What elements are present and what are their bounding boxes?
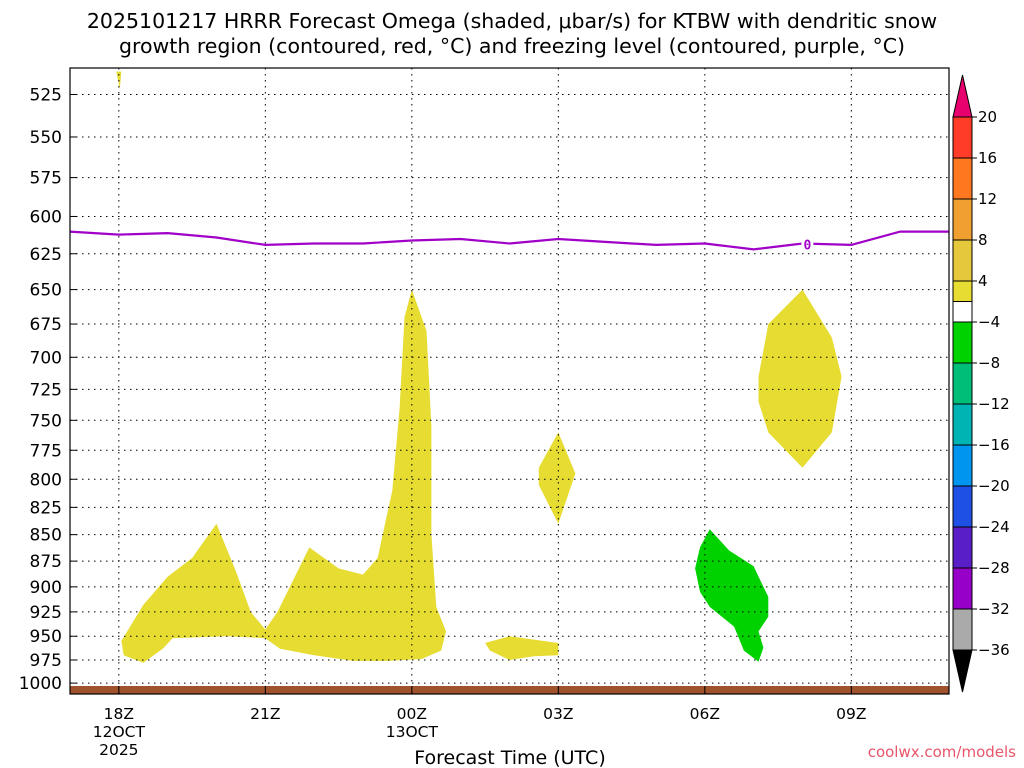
- y-tick-label-900: 900: [30, 578, 62, 598]
- y-tick-label-600: 600: [30, 207, 62, 227]
- x-tick-label-3: 03Z: [543, 705, 573, 723]
- colorbar-box-9: [952, 485, 973, 528]
- omega-4-to-8-d-region: [485, 636, 559, 660]
- colorbar-label-13: −36: [978, 641, 1010, 659]
- y-axis-ticks: 525 550 575 600 625 650 675 700 725 750 775 800 825 8…: [19, 85, 77, 694]
- gridlines: [70, 68, 949, 694]
- y-tick-label-650: 650: [30, 281, 62, 301]
- x-tick-label-2: 00Z: [397, 705, 427, 723]
- colorbar-box-1: [952, 157, 973, 200]
- omega-4-to-8-c-region: [538, 432, 576, 524]
- y-tick-label-775: 775: [30, 441, 62, 461]
- y-tick-label-1000: 1000: [19, 674, 62, 694]
- watermark: coolwx.com/models: [868, 743, 1016, 761]
- freezing-level-label: 0: [803, 238, 811, 253]
- colorbar-box-0: [952, 116, 973, 159]
- y-tick-label-550: 550: [30, 128, 62, 148]
- colorbar-box-10: [952, 526, 973, 569]
- y-tick-label-800: 800: [30, 470, 62, 490]
- colorbar-box-7: [952, 403, 973, 446]
- y-tick-label-675: 675: [30, 315, 62, 335]
- y-tick-label-700: 700: [30, 348, 62, 368]
- colorbar-box-11: [952, 567, 973, 610]
- x-tick-date-2: 13OCT: [386, 723, 439, 741]
- colorbar-box-4a: [953, 281, 972, 302]
- colorbar-box-5: [952, 321, 973, 364]
- y-tick-label-875: 875: [30, 552, 62, 572]
- y-tick-label-825: 825: [30, 498, 62, 518]
- freezing-level-label-bg: [801, 236, 814, 252]
- y-tick-label-525: 525: [30, 85, 62, 105]
- y-tick-label-950: 950: [30, 627, 62, 647]
- y-tick-label-750: 750: [30, 411, 62, 431]
- x-tick-label-5: 09Z: [836, 705, 866, 723]
- y-tick-label-975: 975: [30, 651, 62, 671]
- omega-4-to-8-b-region: [121, 289, 447, 663]
- colorbar-label-2: 12: [978, 190, 997, 208]
- chart-title-line2: growth region (contoured, red, °C) and f…: [119, 34, 905, 58]
- x-axis-label: Forecast Time (UTC): [414, 747, 605, 768]
- colorbar-label-8: −16: [978, 436, 1010, 454]
- y-tick-label-925: 925: [30, 603, 62, 623]
- x-tick-year-0: 2025: [99, 741, 138, 759]
- y-tick-label-625: 625: [30, 245, 62, 265]
- colorbar-label-9: −20: [978, 477, 1010, 495]
- colorbar-bottom-arrow: [952, 649, 973, 693]
- colorbar-box-6: [952, 362, 973, 405]
- x-tick-date-0: 12OCT: [93, 723, 146, 741]
- colorbar-box-4b: [952, 301, 973, 323]
- surface-terrain: [70, 686, 949, 694]
- colorbar-box-2: [952, 198, 973, 241]
- colorbar-box-3: [952, 239, 973, 282]
- colorbar-label-4: 4: [978, 272, 988, 290]
- colorbar-label-1: 16: [978, 149, 997, 167]
- y-tick-label-725: 725: [30, 380, 62, 400]
- chart-title-line1: 2025101217 HRRR Forecast Omega (shaded, …: [87, 9, 937, 33]
- x-tick-label-4: 06Z: [690, 705, 720, 723]
- x-tick-label-1: 21Z: [250, 705, 280, 723]
- colorbar-label-10: −24: [978, 518, 1010, 536]
- colorbar-top-arrow: [952, 74, 973, 118]
- y-tick-label-575: 575: [30, 169, 62, 189]
- colorbar-label-7: −12: [978, 395, 1010, 413]
- plot-area: 0: [69, 67, 950, 695]
- freezing-level-contour: 0: [69, 230, 949, 253]
- plot-frame: [69, 67, 950, 695]
- colorbar-label-0: 20: [978, 108, 997, 126]
- x-tick-label-0: 18Z: [104, 705, 134, 723]
- colorbar-label-11: −28: [978, 559, 1010, 577]
- colorbar-box-8: [952, 444, 973, 487]
- y-tick-label-850: 850: [30, 526, 62, 546]
- colorbar-label-5: −4: [978, 313, 1000, 331]
- omega-shaded-regions: [116, 71, 842, 663]
- colorbar-label-6: −8: [978, 354, 1000, 372]
- omega-4-to-8-e-region: [758, 289, 842, 468]
- colorbar-label-3: 8: [978, 231, 988, 249]
- colorbar-box-12: [952, 608, 973, 651]
- colorbar: 20 16 12 8 4 −4 −8 −12 −16 −20 −24 −28 −32 −36: [952, 74, 1010, 693]
- colorbar-label-12: −32: [978, 600, 1010, 618]
- omega-minus-4-to-minus-8-region: [695, 529, 769, 662]
